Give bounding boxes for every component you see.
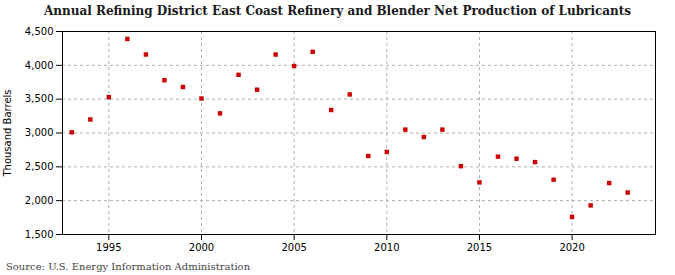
svg-text:3,500: 3,500 bbox=[25, 93, 54, 104]
svg-text:2,000: 2,000 bbox=[25, 195, 54, 206]
html-text:Source: U.S. Energy Informatio: Source: U.S. Energy Information Administ… bbox=[6, 261, 251, 272]
svg-text:1995: 1995 bbox=[96, 242, 121, 253]
svg-text:2005: 2005 bbox=[281, 242, 306, 253]
svg-text:4,500: 4,500 bbox=[25, 26, 54, 37]
svg-text:2015: 2015 bbox=[467, 242, 492, 253]
svg-text:2000: 2000 bbox=[189, 242, 214, 253]
svg-text:2,500: 2,500 bbox=[25, 161, 54, 172]
svg-text:3,000: 3,000 bbox=[25, 127, 54, 138]
svg-text:4,000: 4,000 bbox=[25, 60, 54, 71]
svg-text:2020: 2020 bbox=[559, 242, 584, 253]
svg-text:Thousand Barrels: Thousand Barrels bbox=[2, 89, 13, 177]
svg-text:1,500: 1,500 bbox=[25, 229, 54, 240]
html-text:Annual Refining District East: Annual Refining District East Coast Refi… bbox=[44, 4, 631, 18]
svg-text:2010: 2010 bbox=[374, 242, 399, 253]
